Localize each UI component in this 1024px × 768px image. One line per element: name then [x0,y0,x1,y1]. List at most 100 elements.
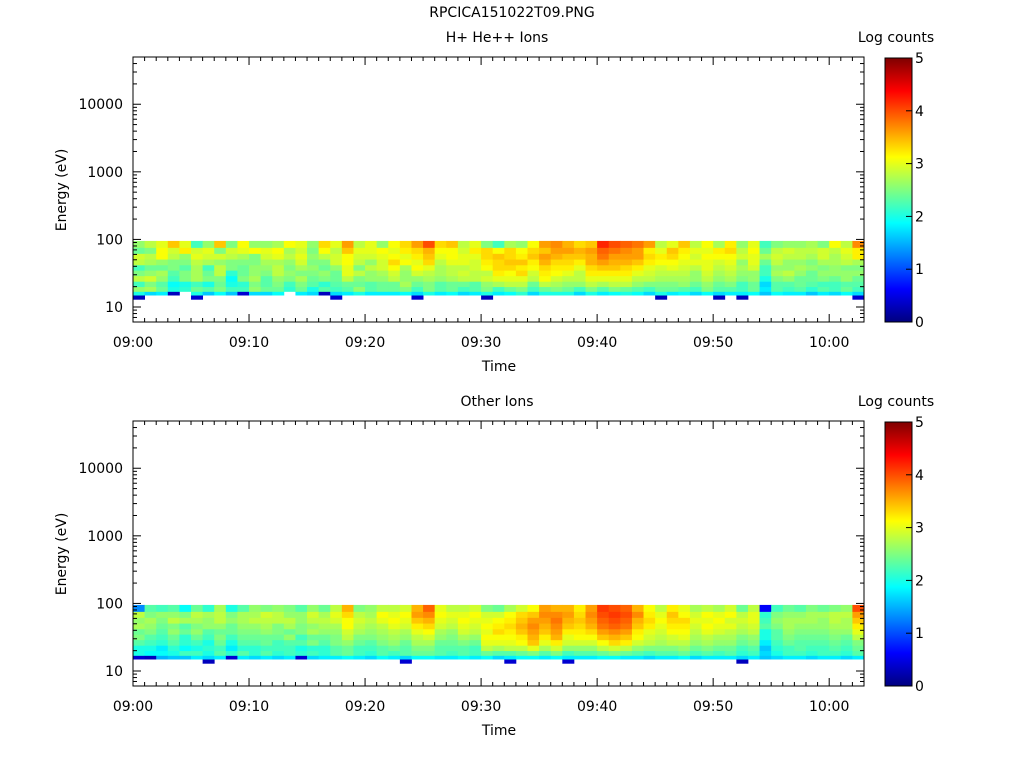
heatmap-cell [817,634,830,641]
heatmap-cell [689,639,702,646]
heatmap-cell [840,275,853,282]
heatmap-cell [133,253,145,260]
heatmap-cell [597,286,610,292]
heatmap-cell [156,291,169,296]
heatmap-cell [167,628,180,635]
heatmap-cell [539,611,552,618]
heatmap-cell [631,645,644,652]
heatmap-cell [411,295,424,300]
heatmap-cell [330,628,343,635]
heatmap-cell [585,628,598,635]
heatmap-cell [376,286,389,292]
heatmap-cell [573,259,586,266]
heatmap-cell [283,611,296,618]
heatmap-cell [492,634,505,641]
heatmap-cell [388,281,401,288]
heatmap-cell [759,270,772,277]
heatmap-cell [133,611,145,618]
heatmap-cell [794,264,807,271]
heatmap-cell [353,604,366,612]
heatmap-cell [411,286,424,292]
heatmap-cell [724,623,737,630]
heatmap-cell [817,286,830,292]
heatmap-cell [191,253,204,260]
heatmap-cell [481,286,494,292]
heatmap-cell [794,645,807,652]
heatmap-cell [643,645,656,652]
heatmap-cell [840,617,853,624]
heatmap-cell [225,650,238,656]
heatmap-cell [237,655,250,660]
heatmap-cell [283,639,296,646]
heatmap-cell [423,639,436,646]
heatmap-cell [237,645,250,652]
heatmap-cell [318,604,331,612]
heatmap-cell [469,286,482,292]
heatmap-cell [492,617,505,624]
heatmap-cell [666,623,679,630]
heatmap-cell [434,291,447,296]
heatmap-cell [597,634,610,641]
heatmap-cell [423,270,436,277]
heatmap-cell [283,650,296,656]
heatmap-cell [701,655,714,660]
heatmap-cell [759,645,772,652]
heatmap-cell [527,240,540,248]
heatmap-cell [376,240,389,248]
heatmap-cell [504,617,517,624]
heatmap-cell [817,291,830,296]
heatmap-cell [446,639,459,646]
heatmap-cell [713,286,726,292]
heatmap-cell [434,286,447,292]
heatmap-cell [805,291,818,296]
heatmap-cell [179,634,192,641]
heatmap-cell [492,286,505,292]
heatmap-cell [771,259,784,266]
heatmap-cell [678,611,691,618]
heatmap-cell [504,281,517,288]
x-axis: 09:00 09:10 09:20 09:30 09:40 09:50 10:00 [113,57,865,351]
x-tick-label: 09:20 [345,699,385,715]
heatmap-cell [724,270,737,277]
heatmap-cell [283,286,296,292]
heatmap-cell [724,655,737,660]
heatmap-cell [423,291,436,296]
heatmap-cell [736,275,749,282]
heatmap-cell [794,623,807,630]
heatmap-cell [457,259,470,266]
heatmap-cell [689,247,702,254]
heatmap-cell [713,264,726,271]
heatmap-cell [666,286,679,292]
heatmap-cell [759,628,772,635]
heatmap-cell [318,286,331,292]
heatmap-cell [759,286,772,292]
heatmap-cell [318,645,331,652]
heatmap-cell [295,604,308,612]
heatmap-cell [805,253,818,260]
heatmap-cell [225,634,238,641]
colorbar-ticks: 0 1 2 3 4 5 [906,51,924,331]
heatmap-cell [307,650,320,656]
heatmap-cell [283,247,296,254]
heatmap-cell [434,617,447,624]
heatmap-cell [759,611,772,618]
heatmap-cell [353,259,366,266]
heatmap-cell [852,275,865,282]
heatmap-cell [330,291,343,296]
heatmap-cell [539,604,552,612]
heatmap-cell [840,270,853,277]
heatmap-cell [759,291,772,296]
heatmap-cell [260,291,273,296]
x-axis-label: Time [481,359,516,375]
heatmap-cell [249,645,262,652]
heatmap-cell [655,291,668,296]
heatmap-cell [457,639,470,646]
heatmap-cell [689,655,702,660]
heatmap-cell [643,650,656,656]
heatmap-cell [689,645,702,652]
heatmap-cell [446,623,459,630]
heatmap-cell [852,270,865,277]
heatmap-cell [225,604,238,612]
heatmap-cell [423,264,436,271]
heatmap-cell [376,259,389,266]
